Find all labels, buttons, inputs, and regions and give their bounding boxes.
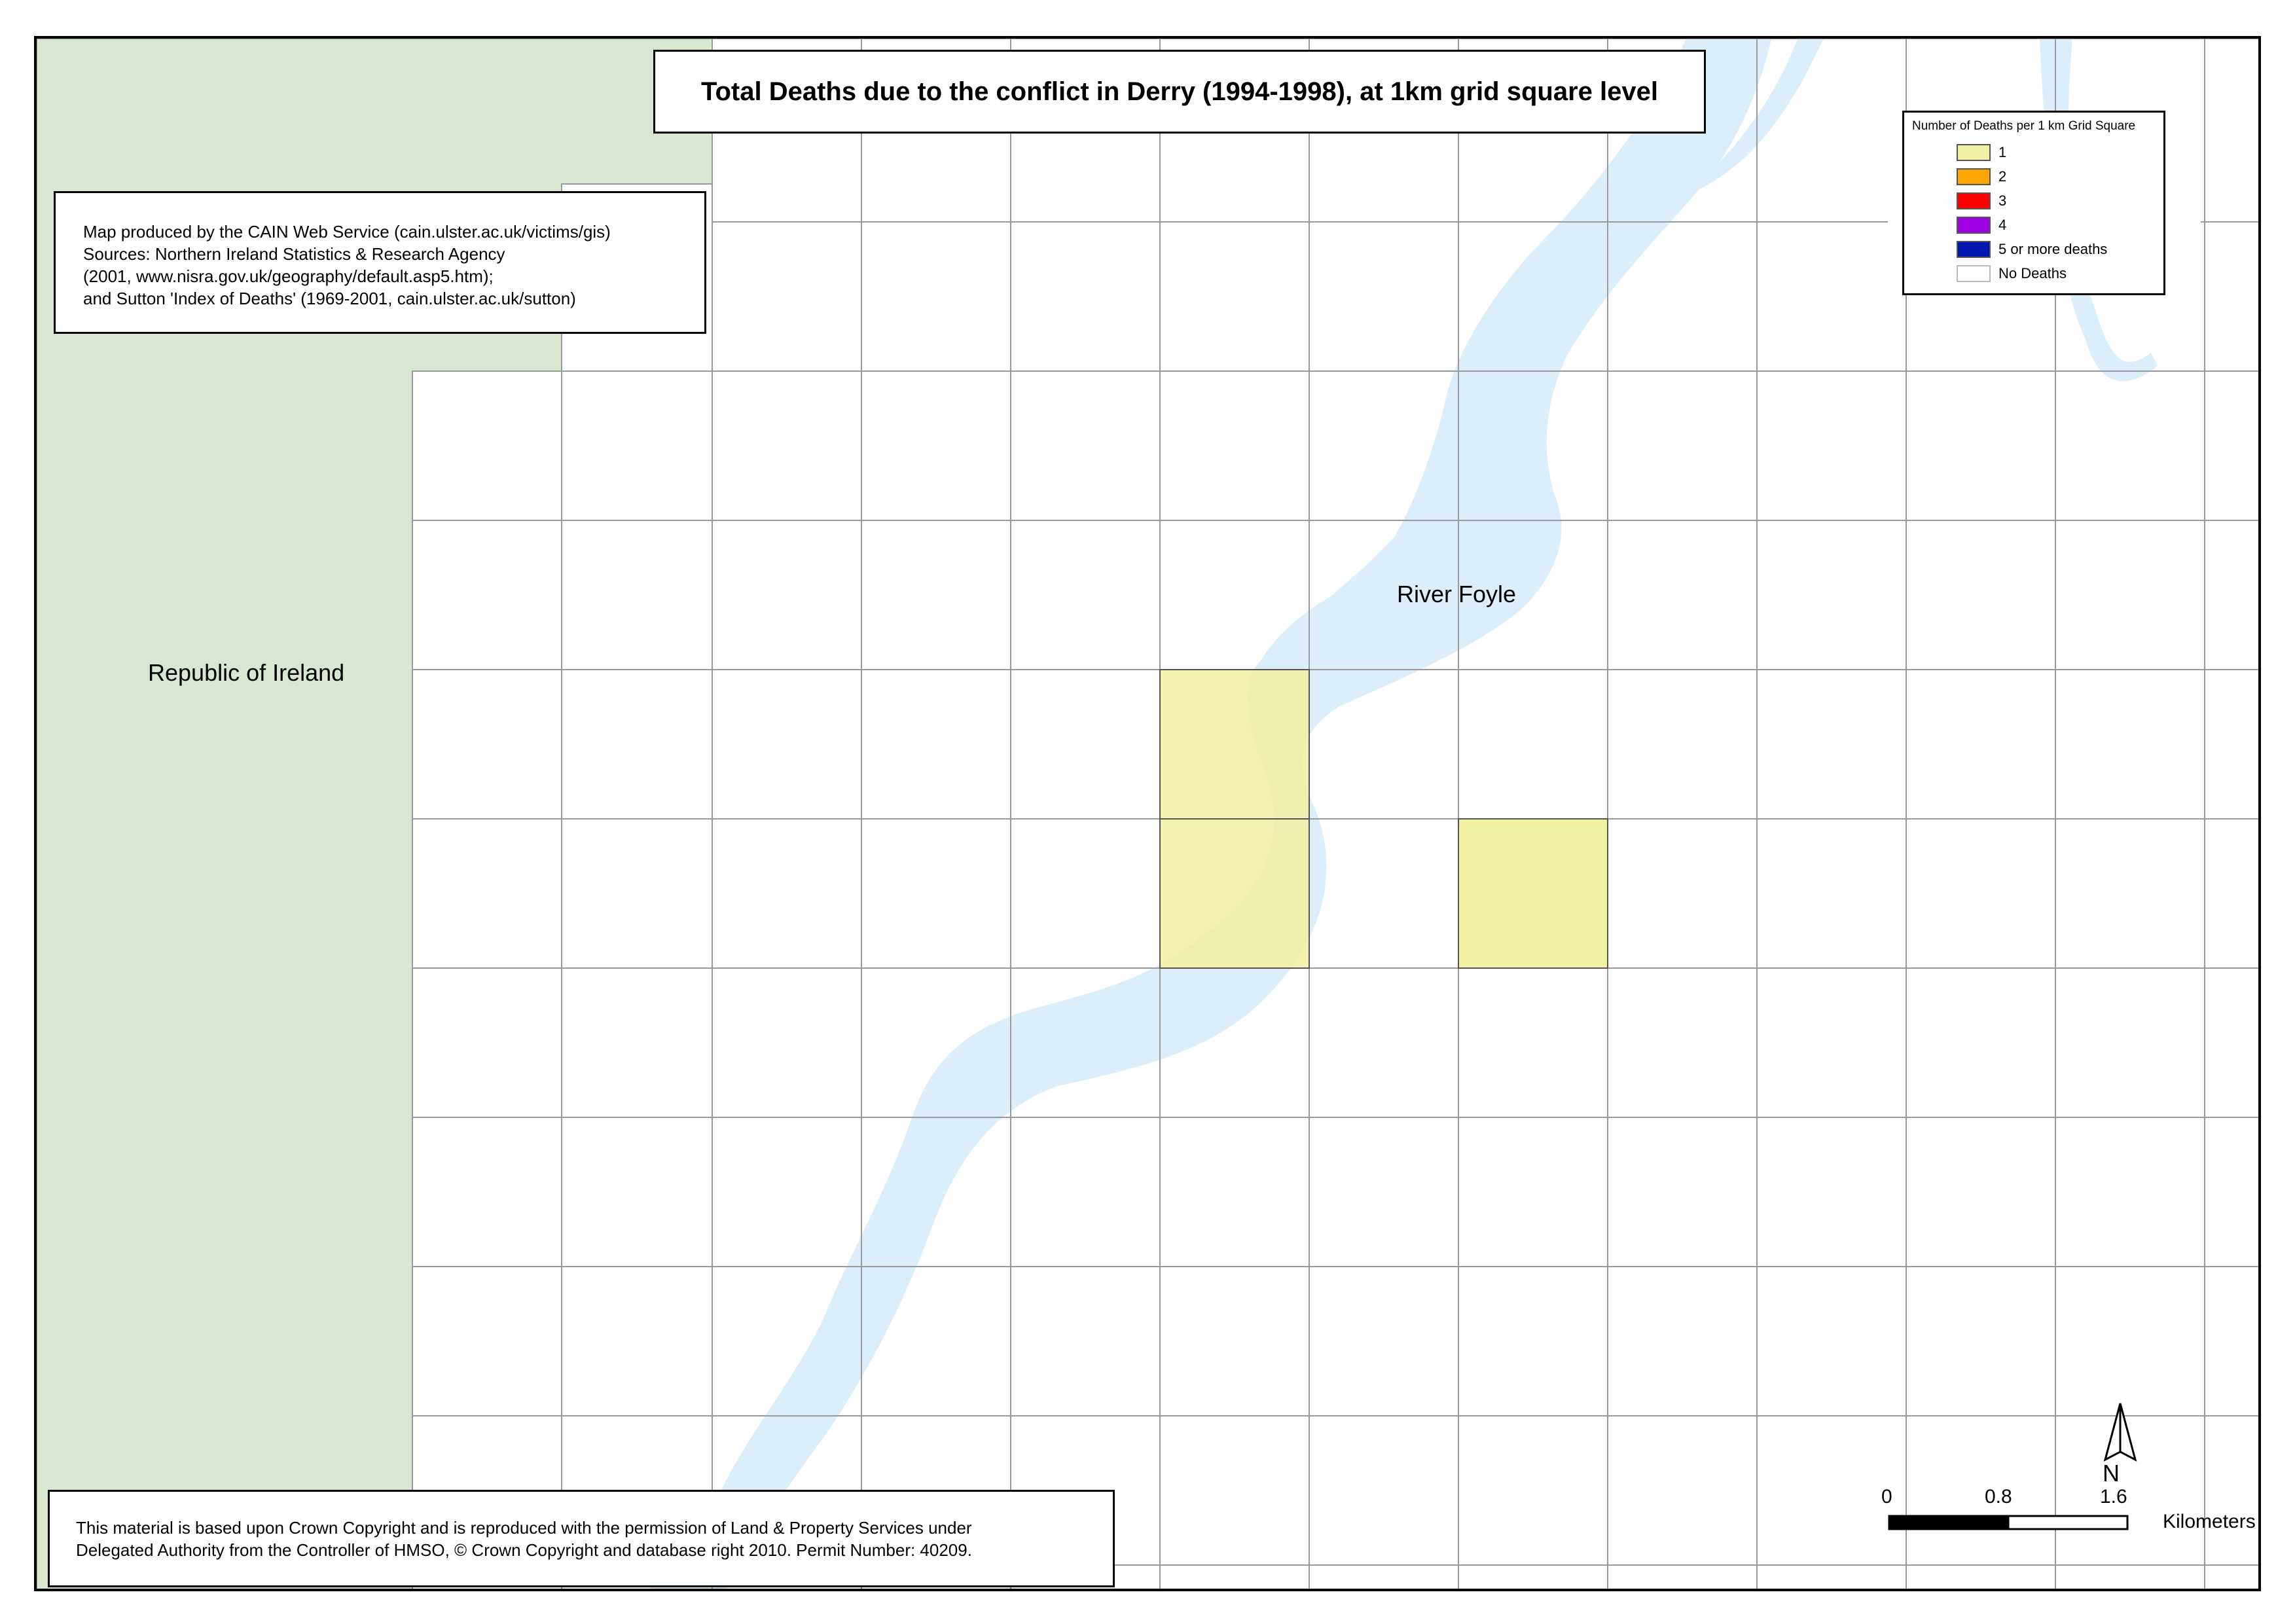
credits-box: Map produced by the CAIN Web Service (ca… (54, 191, 706, 334)
map-title: Total Deaths due to the conflict in Derr… (653, 50, 1706, 134)
copyright-line-1: This material is based upon Crown Copyri… (76, 1518, 972, 1538)
republic-of-ireland-label: Republic of Ireland (148, 659, 345, 686)
legend-swatch-2 (1957, 168, 1991, 185)
legend-item: 5 or more deaths (1912, 237, 2163, 261)
copyright-line-2: Delegated Authority from the Controller … (76, 1540, 972, 1560)
legend-label: 4 (1998, 216, 2007, 233)
scale-label-zero: 0 (1881, 1486, 1892, 1507)
legend-item: 4 (1912, 213, 2163, 237)
legend-swatch-5 (1957, 240, 1991, 258)
legend-item: No Deaths (1912, 261, 2163, 285)
credits-line-1: Map produced by the CAIN Web Service (ca… (83, 222, 611, 242)
legend-swatch-1 (1957, 143, 1991, 161)
legend-label: No Deaths (1998, 264, 2067, 281)
death-square-2[interactable] (1159, 818, 1310, 969)
legend-label: 2 (1998, 168, 2007, 185)
scale-label-max: 1.6 (2100, 1486, 2127, 1507)
river-foyle-channel (1699, 39, 1824, 189)
legend-swatch-3 (1957, 192, 1991, 209)
legend-label: 5 or more deaths (1998, 240, 2108, 257)
credits-line-4: and Sutton 'Index of Deaths' (1969-2001,… (83, 289, 576, 308)
death-square-1[interactable] (1159, 669, 1310, 820)
legend-label: 1 (1998, 143, 2007, 160)
north-arrow-icon (2103, 1403, 2137, 1462)
scale-unit: Kilometers (2163, 1511, 2256, 1532)
legend-title: Number of Deaths per 1 km Grid Square (1912, 119, 2136, 133)
legend-item: 3 (1912, 189, 2163, 213)
legend-item: 1 (1912, 140, 2163, 164)
river-foyle-label: River Foyle (1397, 581, 1517, 607)
legend: Number of Deaths per 1 km Grid Square 1 … (1902, 111, 2165, 295)
north-letter: N (2103, 1460, 2120, 1487)
scale-label-mid: 0.8 (1985, 1486, 2012, 1507)
credits-line-2: Sources: Northern Ireland Statistics & R… (83, 244, 505, 264)
river-foyle (649, 39, 1771, 1589)
map-canvas (37, 39, 2258, 1589)
death-square-3[interactable] (1458, 818, 1608, 969)
copyright-notice: This material is based upon Crown Copyri… (48, 1490, 1115, 1587)
credits-line-3: (2001, www.nisra.gov.uk/geography/defaul… (83, 266, 494, 286)
scale-bar-graphic (1888, 1515, 2129, 1530)
legend-swatch-4 (1957, 216, 1991, 234)
legend-swatch-none (1957, 264, 1991, 282)
scale-bar: 0 0.8 1.6 Kilometers (1879, 1486, 2256, 1558)
legend-label: 3 (1998, 192, 2007, 209)
legend-item: 2 (1912, 164, 2163, 189)
map-frame: Republic of Ireland River Foyle Total De… (34, 36, 2261, 1591)
